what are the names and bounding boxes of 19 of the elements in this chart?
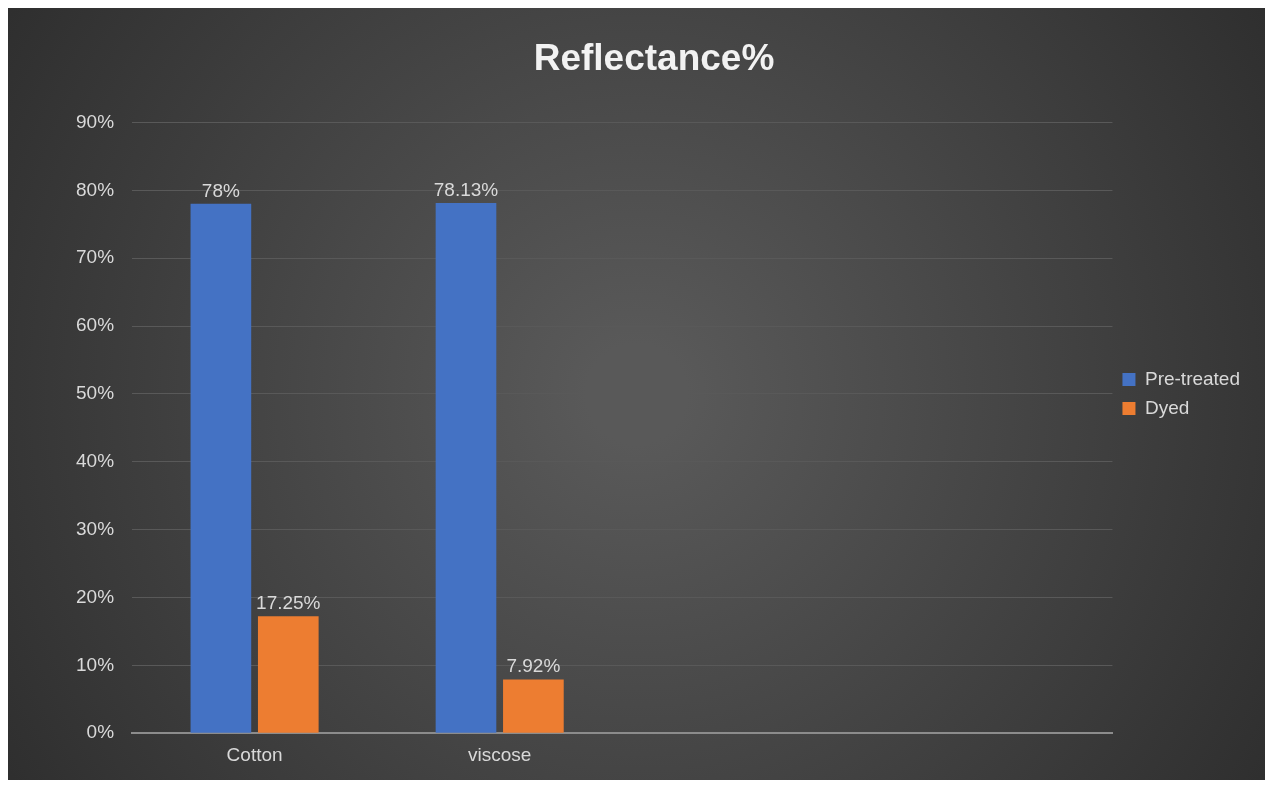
y-tick-label: 10%	[76, 653, 115, 675]
legend-label: Dyed	[1144, 396, 1190, 418]
y-tick-label: 60%	[76, 314, 115, 336]
x-tick-label: Cotton	[226, 743, 283, 765]
y-tick-label: 40%	[76, 449, 115, 471]
y-tick-label: 30%	[76, 517, 115, 539]
y-tick-label: 90%	[76, 110, 115, 132]
y-tick-label: 70%	[76, 246, 115, 268]
data-label: 17.25%	[256, 591, 321, 613]
x-tick-label: viscose	[468, 743, 532, 765]
data-label: 7.92%	[506, 655, 561, 677]
y-tick-label: 20%	[76, 585, 115, 607]
legend-label: Pre-treated	[1144, 367, 1240, 389]
y-tick-label: 50%	[76, 382, 115, 404]
data-label: 78%	[201, 179, 240, 201]
chart-title: Reflectance%	[533, 37, 775, 79]
y-tick-label: 80%	[76, 178, 115, 200]
data-label: 78.13%	[433, 178, 499, 200]
y-tick-label: 0%	[86, 721, 115, 743]
